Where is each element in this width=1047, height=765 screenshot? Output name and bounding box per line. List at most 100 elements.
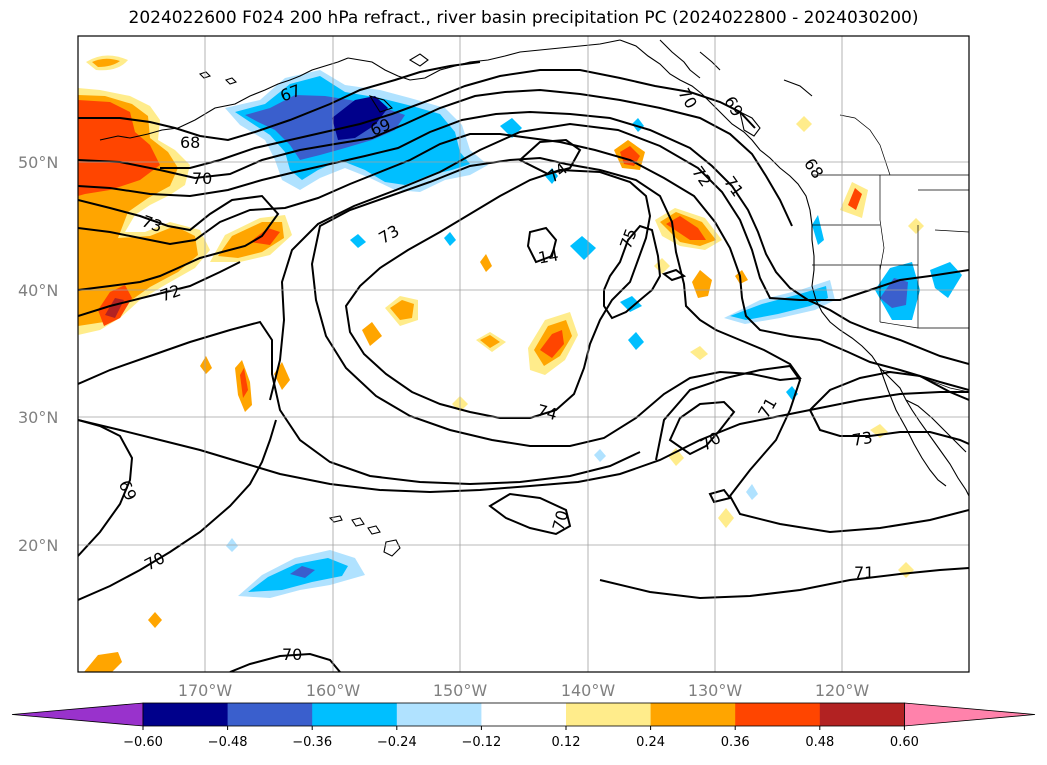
shading-pos-idaho2 bbox=[848, 188, 862, 210]
colorbar-segment bbox=[481, 703, 567, 726]
lat-label: 40°N bbox=[18, 281, 58, 300]
colorbar-tick-label: 0.36 bbox=[721, 735, 750, 750]
political-borders bbox=[812, 114, 969, 393]
contour-label: 71 bbox=[854, 563, 874, 582]
lat-label: 30°N bbox=[18, 408, 58, 427]
colorbar-tick-label: −0.48 bbox=[208, 735, 248, 750]
map-title: 2024022600 F024 200 hPa refract., river … bbox=[128, 8, 919, 28]
contour-73-ring bbox=[310, 156, 802, 447]
shading-pos-spike1b bbox=[240, 368, 248, 398]
contour-71-se bbox=[655, 364, 969, 534]
colorbar-ticks: −0.60 −0.48 −0.36 −0.24 −0.12 0.12 0.24 0.36 0.4… bbox=[123, 726, 919, 750]
contour-71-south bbox=[599, 567, 969, 600]
shading-neg-sm5 bbox=[444, 232, 456, 246]
lon-label: 150°W bbox=[433, 681, 488, 700]
contour-74-small bbox=[518, 138, 582, 176]
shading-pos-147w-2 bbox=[480, 335, 500, 348]
contour-small-2 bbox=[661, 268, 687, 282]
shading-pos-spike5 bbox=[480, 254, 492, 272]
contour-small-1 bbox=[708, 488, 732, 504]
shading-neg-gulf-4 bbox=[332, 96, 388, 140]
contour-70-north bbox=[78, 88, 793, 227]
colorbar bbox=[11, 702, 1036, 727]
shading-neg-ca-2 bbox=[730, 286, 828, 320]
contour-70-se bbox=[668, 400, 736, 456]
lat-label: 20°N bbox=[18, 536, 58, 555]
shading-neg-or bbox=[812, 215, 824, 245]
contour-70-south bbox=[488, 492, 572, 536]
contour-14 bbox=[526, 226, 558, 264]
colorbar-segment bbox=[396, 703, 482, 726]
lon-label: 140°W bbox=[561, 681, 616, 700]
contour-73-se2 bbox=[809, 409, 969, 445]
contour-68-north bbox=[78, 61, 481, 142]
colorbar-segment bbox=[312, 703, 398, 726]
contour-72-north bbox=[78, 133, 969, 391]
colorbar-arrow-left bbox=[11, 702, 144, 727]
shading-pos-165w-3 bbox=[250, 228, 280, 245]
lon-label: 120°W bbox=[815, 681, 870, 700]
lon-label: 130°W bbox=[688, 681, 743, 700]
shading-neg-sm8 bbox=[594, 449, 606, 462]
contour-69-sw bbox=[78, 419, 134, 557]
contour-label: 70 bbox=[549, 508, 573, 533]
colorbar-segment bbox=[143, 703, 229, 726]
graticule bbox=[78, 36, 969, 672]
contour-label: 73 bbox=[851, 428, 874, 450]
shading-pos-137w-2 bbox=[620, 146, 640, 166]
shading-neg-sm2 bbox=[620, 296, 642, 312]
contour-71-ring bbox=[269, 122, 969, 401]
colorbar-tick-label: 0.60 bbox=[890, 735, 919, 750]
shading-pos-small2 bbox=[718, 508, 734, 528]
contour-label: 70 bbox=[192, 169, 212, 188]
shading-neg-hawaii-3 bbox=[290, 566, 315, 578]
shading-pos-small3 bbox=[690, 346, 708, 360]
colorbar-arrow-right bbox=[904, 702, 1036, 727]
colorbar-segment bbox=[819, 703, 905, 726]
map-frame bbox=[77, 35, 970, 673]
shading-neg-sm3 bbox=[628, 332, 644, 350]
colorbar-tick-label: 0.12 bbox=[552, 735, 581, 750]
colorbar-tick-label: 0.48 bbox=[805, 735, 834, 750]
longitude-labels: 170°W 160°W 150°W 140°W 130°W 120°W bbox=[178, 681, 870, 700]
contour-label: 14 bbox=[537, 245, 560, 267]
latitude-labels: 50°N 40°N 30°N 20°N bbox=[18, 153, 58, 555]
lon-label: 170°W bbox=[178, 681, 233, 700]
contour-69-outer bbox=[78, 320, 641, 486]
shading-pos-143w-3 bbox=[540, 330, 564, 358]
contour-69-north bbox=[160, 69, 756, 169]
colorbar-segment bbox=[650, 703, 736, 726]
contour-72-west bbox=[78, 261, 241, 317]
shading-pos-bc bbox=[796, 116, 812, 132]
shading-pos-corner bbox=[84, 652, 122, 672]
contour-74-ring bbox=[344, 168, 652, 419]
shading-neg-az bbox=[930, 262, 962, 298]
contour-70-bottom bbox=[229, 652, 341, 672]
map-background bbox=[78, 36, 969, 672]
shading-pos-157w bbox=[362, 322, 382, 346]
contour-70-sw bbox=[78, 419, 277, 601]
shading-pos-small1 bbox=[668, 448, 684, 466]
contour-71-north bbox=[78, 110, 969, 365]
colorbar-tick-label: −0.12 bbox=[461, 735, 501, 750]
shading-neg-nv-2 bbox=[880, 278, 908, 308]
lon-label: 160°W bbox=[306, 681, 361, 700]
contour-70-outer bbox=[78, 391, 969, 494]
shading-neg-sm10 bbox=[746, 484, 758, 500]
contour-75 bbox=[603, 224, 662, 320]
colorbar-outline bbox=[142, 702, 905, 727]
shading-neg-sm11 bbox=[632, 118, 644, 132]
shading-neg-sm4 bbox=[350, 234, 366, 248]
colorbar-tick-label: −0.24 bbox=[377, 735, 417, 750]
shading-neg-sm1 bbox=[570, 236, 596, 260]
contour-label-74: 74 bbox=[535, 400, 560, 424]
contour-73-se bbox=[809, 370, 969, 411]
contour-label: 68 bbox=[180, 133, 200, 152]
colorbar-tick-label: 0.24 bbox=[636, 735, 665, 750]
contour-label: 70 bbox=[282, 645, 302, 664]
shading-pos-mt bbox=[908, 218, 924, 234]
colorbar-segment bbox=[227, 703, 313, 726]
colorbar-tick-label: −0.60 bbox=[123, 735, 163, 750]
shading-pos-131w bbox=[692, 270, 712, 298]
